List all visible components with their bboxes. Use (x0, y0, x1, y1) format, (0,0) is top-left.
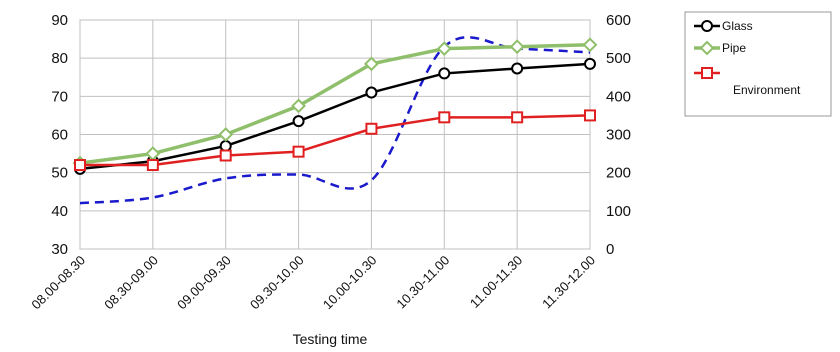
legend-marker (701, 67, 713, 79)
data-point (74, 159, 86, 172)
x-tick-label: 11.00-11.30 (467, 253, 525, 311)
data-point (146, 159, 159, 172)
y2-tick-label: 400 (606, 88, 631, 105)
y2-tick-label: 0 (606, 241, 614, 258)
data-point (291, 98, 306, 114)
legend: Glass Pipe Environment (684, 11, 832, 117)
x-tick-label: 09.30-10.00 (247, 253, 307, 313)
x-tick-label: 11.30-12.00 (539, 253, 598, 312)
series-environment (74, 109, 596, 172)
y2-tick-label: 100 (606, 203, 631, 220)
data-point (365, 122, 378, 135)
x-tick-label: 10.00-10.30 (320, 253, 380, 313)
data-point (292, 145, 305, 158)
legend-marker (701, 20, 713, 32)
data-point (365, 86, 378, 99)
data-point (218, 127, 234, 142)
series-line (79, 62, 591, 171)
data-point (582, 37, 598, 53)
data-point (292, 115, 305, 128)
series-line (80, 114, 591, 167)
data-point (584, 57, 596, 70)
y-tick-label: 30 (51, 241, 68, 258)
x-axis-title: Testing time (293, 331, 368, 347)
legend-label: Glass (722, 19, 753, 33)
y-tick-label: 40 (51, 203, 68, 220)
legend-label: Pipe (722, 41, 746, 55)
y-tick-label: 70 (51, 88, 68, 105)
data-point (219, 139, 232, 152)
legend-label: Environment (733, 83, 801, 97)
data-point (219, 149, 232, 162)
data-point (438, 67, 451, 80)
x-axis-ticks: 08.00-08.30 08.30-09.00 09.00-09.30 09.30-1… (28, 253, 598, 313)
y2-tick-label: 500 (606, 50, 631, 67)
y2-tick-label: 200 (606, 165, 631, 182)
y2-axis-ticks: 0 100 200 300 400 500 600 (606, 12, 631, 258)
data-point (511, 111, 524, 124)
x-tick-label: 09.00-09.30 (174, 253, 234, 313)
y-axis-ticks: 30 40 50 60 70 80 90 (51, 12, 68, 258)
data-point (436, 41, 452, 57)
x-tick-label: 08.00-08.30 (28, 253, 88, 313)
data-point (584, 109, 596, 122)
y-tick-label: 90 (51, 12, 68, 29)
data-point (509, 39, 525, 55)
data-point (438, 111, 451, 124)
x-tick-label: 10.30-11.00 (393, 253, 452, 312)
series-line (79, 43, 591, 165)
series-layer (72, 36, 598, 205)
x-tick-label: 08.30-09.00 (101, 253, 161, 313)
y-tick-label: 50 (51, 165, 68, 182)
y-tick-label: 60 (51, 127, 68, 144)
data-point (511, 62, 524, 75)
y2-tick-label: 600 (606, 12, 631, 29)
legend-marker (699, 40, 715, 56)
y2-tick-label: 300 (606, 127, 631, 144)
y-tick-label: 80 (51, 50, 68, 67)
data-point (364, 56, 379, 72)
